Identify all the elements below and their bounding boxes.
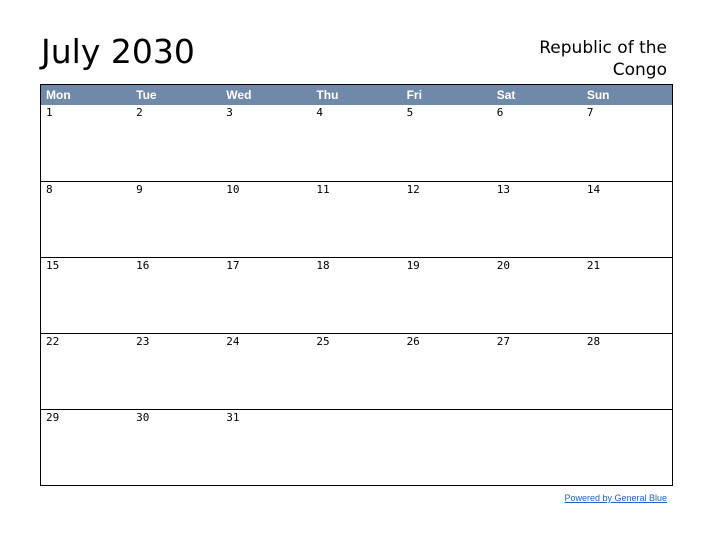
day-cell: 12 <box>406 183 420 196</box>
country-name-line-1: Republic of the <box>539 38 667 58</box>
day-cell: 21 <box>586 259 601 272</box>
weekday-wed: Wed <box>226 88 252 102</box>
day-cell: 16 <box>136 259 150 272</box>
day-cell: 15 <box>46 259 60 272</box>
country-name-line-2: Congo <box>612 60 667 80</box>
day-cell: 11 <box>316 183 330 196</box>
weekday-mon: Mon <box>46 88 71 102</box>
day-cell: 22 <box>46 335 60 348</box>
weekday-header-row: Mon Tue Wed Thu Fri Sat Sun <box>41 85 672 105</box>
day-cell: 18 <box>316 259 330 272</box>
day-cell: 25 <box>316 335 330 348</box>
day-cell: 2 <box>136 106 143 119</box>
day-cell: 17 <box>226 259 240 272</box>
week-row-2: 8 9 10 11 12 13 14 <box>41 181 672 257</box>
day-cell: 9 <box>136 183 143 196</box>
day-cell: 30 <box>136 411 150 424</box>
day-cell: 8 <box>46 183 53 196</box>
day-cell <box>311 410 401 485</box>
weekday-fri: Fri <box>406 88 422 102</box>
day-cell <box>402 410 492 485</box>
day-cell: 1 <box>46 106 53 119</box>
day-cell: 23 <box>136 335 150 348</box>
day-cell: 6 <box>496 106 504 119</box>
day-cell: 26 <box>406 335 420 348</box>
day-cell: 10 <box>226 183 240 196</box>
day-cell: 27 <box>496 335 510 348</box>
week-row-3: 15 16 17 18 19 20 21 <box>41 257 672 333</box>
country-name: Republic of the Congo <box>467 37 667 81</box>
day-cell: 5 <box>406 106 414 119</box>
month-title: July 2030 <box>41 32 195 71</box>
weekday-sun: Sun <box>586 88 610 102</box>
calendar-grid: Mon Tue Wed Thu Fri Sat Sun 1 2 3 4 5 6 … <box>40 84 673 486</box>
day-cell: 28 <box>586 335 601 348</box>
day-cell: 29 <box>46 411 60 424</box>
day-cell <box>582 410 672 485</box>
powered-by-link[interactable]: Powered by General Blue <box>564 493 667 503</box>
day-cell: 24 <box>226 335 240 348</box>
day-cell: 31 <box>226 411 240 424</box>
weekday-thu: Thu <box>316 88 339 102</box>
week-row-5: 29 30 31 <box>41 409 672 485</box>
day-cell <box>492 410 582 485</box>
week-row-4: 22 23 24 25 26 27 28 <box>41 333 672 409</box>
day-cell: 20 <box>496 259 510 272</box>
week-row-1: 1 2 3 4 5 6 7 <box>41 105 672 181</box>
day-cell: 14 <box>586 183 601 196</box>
day-cell: 7 <box>586 106 594 119</box>
day-cell: 3 <box>226 106 233 119</box>
day-cell: 4 <box>316 106 324 119</box>
weekday-tue: Tue <box>136 88 157 102</box>
day-cell: 13 <box>496 183 510 196</box>
day-cell: 19 <box>406 259 420 272</box>
weekday-sat: Sat <box>496 88 516 102</box>
